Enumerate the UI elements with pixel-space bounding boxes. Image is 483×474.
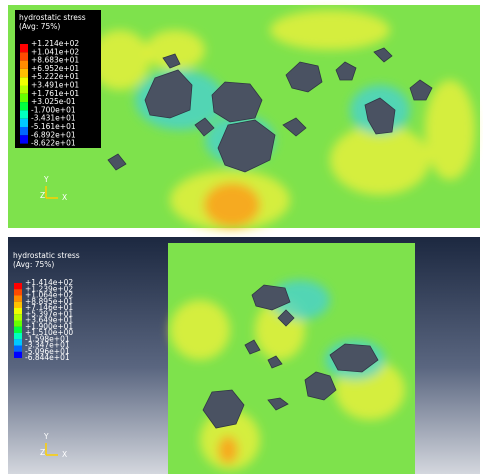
triad-label: Y	[43, 175, 49, 184]
legend-subtitle: (Avg: 75%)	[19, 22, 60, 31]
figure: hydrostatic stress(Avg: 75%)+1.214e+02+1…	[0, 0, 483, 474]
legend-swatch	[14, 302, 22, 308]
legend-label: -8.622e+01	[31, 139, 76, 148]
legend-swatch	[20, 127, 28, 135]
triad-label: X	[62, 193, 67, 202]
legend-subtitle: (Avg: 75%)	[13, 260, 54, 269]
triad-label: Z	[40, 191, 45, 200]
legend-swatch	[14, 346, 22, 352]
triad-label: Z	[40, 448, 45, 457]
legend-swatch	[14, 283, 22, 289]
legend-swatch	[14, 296, 22, 302]
legend-swatch	[20, 94, 28, 102]
legend-swatch	[14, 314, 22, 320]
legend-swatch	[14, 327, 22, 333]
legend-swatch	[20, 135, 28, 143]
legend-title: hydrostatic stress	[19, 13, 86, 22]
legend-swatch	[20, 44, 28, 52]
legend-swatch	[14, 308, 22, 314]
legend-swatch	[20, 52, 28, 60]
triad-label: X	[62, 450, 67, 459]
triad-label: Y	[43, 432, 49, 441]
legend-swatch	[20, 69, 28, 77]
legend-title: hydrostatic stress	[13, 251, 80, 260]
legend-swatch	[20, 86, 28, 94]
legend-swatch	[20, 77, 28, 85]
legend-swatch	[14, 333, 22, 339]
legend-swatch	[14, 339, 22, 345]
legend-label: -6.844e+01	[25, 353, 70, 362]
bottom-panel	[8, 237, 480, 474]
legend-swatch	[20, 102, 28, 110]
legend-swatch	[14, 352, 22, 358]
legend-swatch	[14, 321, 22, 327]
legend-swatch	[14, 289, 22, 295]
legend-swatch	[20, 110, 28, 118]
legend-swatch	[20, 119, 28, 127]
legend-swatch	[20, 61, 28, 69]
